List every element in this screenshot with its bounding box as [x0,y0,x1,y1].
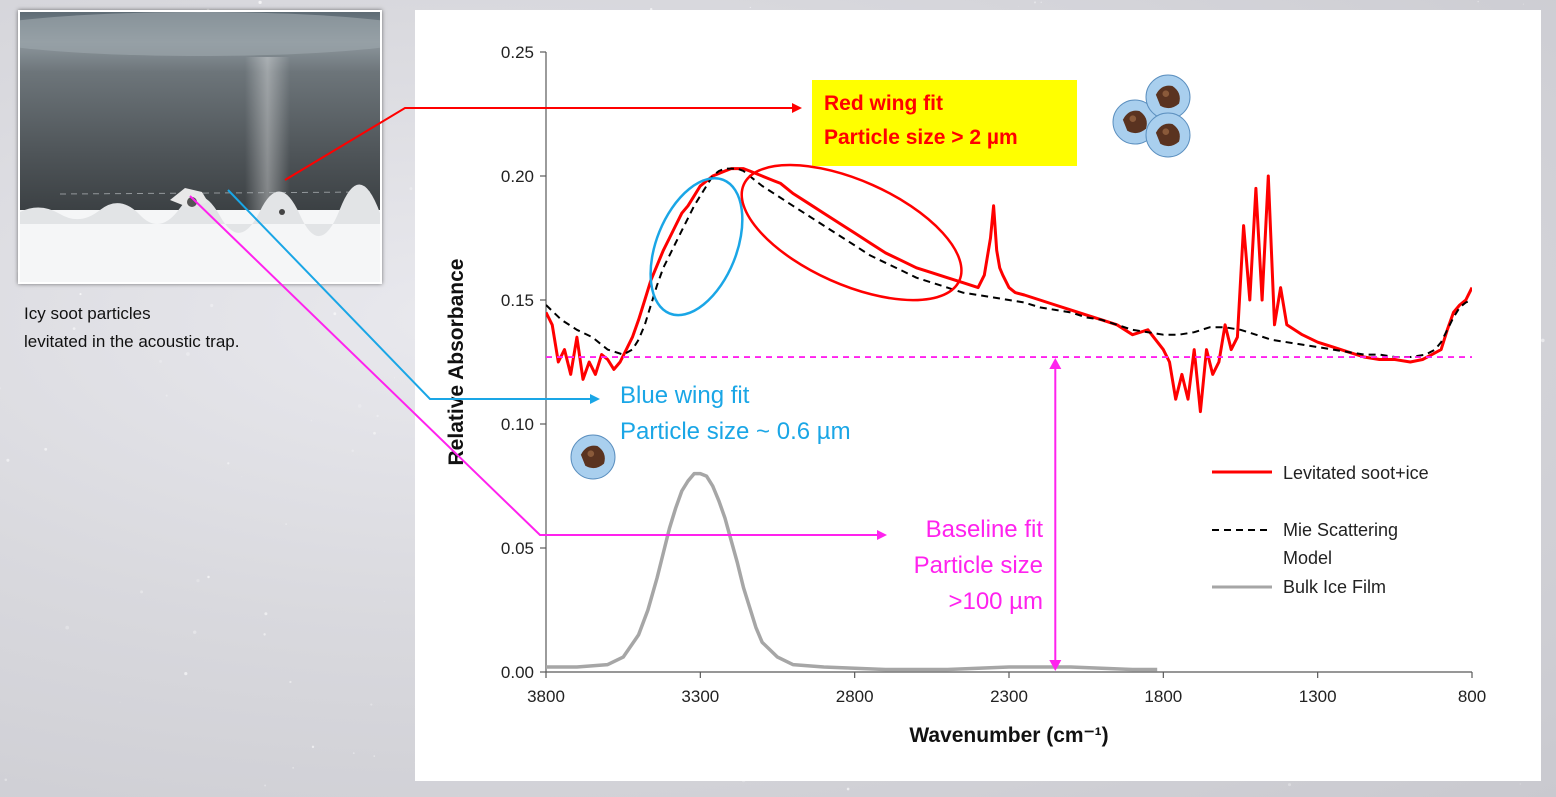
y-tick-label: 0.00 [501,663,534,682]
background-speck [649,7,653,11]
background-speck [1519,783,1522,785]
background-speck [263,633,266,636]
caption-line-1: Icy soot particles [24,304,151,323]
background-speck [385,384,387,386]
baseline-title: Baseline fit [925,516,1043,543]
background-speck [0,387,2,390]
x-tick-label: 2300 [990,687,1028,706]
red-wing-title: Red wing fit [824,92,943,115]
background-speck [65,625,70,630]
background-speck [227,462,230,465]
y-tick-label: 0.15 [501,291,534,310]
x-tick-label: 3300 [681,687,719,706]
background-speck [159,359,163,363]
y-tick-label: 0.25 [501,43,534,62]
blue-wing-size: Particle size ~ 0.6 µm [620,418,851,445]
background-speck [285,523,287,525]
y-tick-label: 0.05 [501,539,534,558]
background-speck [6,458,10,462]
background-speck [333,312,337,316]
y-tick-label: 0.20 [501,167,534,186]
photo-caption: Icy soot particles levitated in the acou… [24,300,239,356]
background-speck [409,187,413,191]
x-axis-label: Wavenumber (cm⁻¹) [909,724,1108,747]
background-speck [749,6,751,9]
legend-ice-label: Bulk Ice Film [1283,577,1387,597]
background-speck [1477,0,1480,3]
background-speck [376,414,379,418]
background-speck [394,377,395,379]
x-tick-label: 3800 [527,687,565,706]
arrow-head-up [1049,358,1062,370]
background-speck [72,327,76,330]
baseline-size-value: >100 µm [948,588,1043,615]
caption-line-2: levitated in the acoustic trap. [24,332,240,351]
background-speck [165,394,168,397]
acoustic-trap-photo [18,10,382,284]
background-speck [196,578,200,583]
background-speck [383,600,385,602]
background-speck [352,752,355,754]
background-speck [370,703,373,706]
background-speck [4,778,8,782]
background-speck [44,447,48,451]
background-speck [357,404,362,408]
background-speck [184,672,188,676]
background-speck [292,767,294,769]
x-tick-label: 2800 [836,687,874,706]
baseline-annotation: Baseline fit Particle size >100 µm [880,512,1043,620]
blue-wing-title: Blue wing fit [620,382,750,409]
background-speck [310,419,313,422]
background-speck [264,612,268,616]
background-speck [846,787,850,791]
background-speck [264,784,267,787]
series-ice-line [546,471,1158,672]
background-speck [1522,3,1524,5]
y-axis-label: Relative Absorbance [445,259,468,466]
background-speck [1540,338,1545,343]
x-tick-label: 1800 [1144,687,1182,706]
background-speck [192,630,197,634]
red-wing-size: Particle size > 2 µm [824,126,1018,149]
background-speck [140,590,144,594]
arrow-head-down [1049,660,1062,671]
background-speck [1287,783,1292,787]
blue-wing-annotation: Blue wing fit Particle size ~ 0.6 µm [620,378,851,450]
background-speck [1033,1,1037,4]
x-tick-label: 1300 [1299,687,1337,706]
background-speck [79,293,82,296]
red-wing-annotation: Red wing fit Particle size > 2 µm [812,80,1077,166]
y-tick-label: 0.10 [501,415,534,434]
background-speck [1040,1,1042,3]
baseline-size-label: Particle size [913,552,1043,579]
background-speck [1017,5,1019,7]
background-speck [373,431,376,435]
legend-measured-label: Levitated soot+ice [1283,463,1429,483]
background-speck [373,755,375,757]
legend-model-label: Mie Scattering Model [1283,520,1399,568]
background-speck [351,449,354,453]
background-speck [241,476,243,478]
x-tick-label: 800 [1458,687,1486,706]
series-measured-line [546,167,1472,414]
series-model-line [546,167,1472,358]
background-speck [289,680,292,684]
background-speck [311,745,315,749]
background-speck [258,0,262,5]
background-speck [119,701,121,703]
background-speck [207,575,210,579]
background-speck [186,352,190,356]
background-speck [457,795,459,797]
